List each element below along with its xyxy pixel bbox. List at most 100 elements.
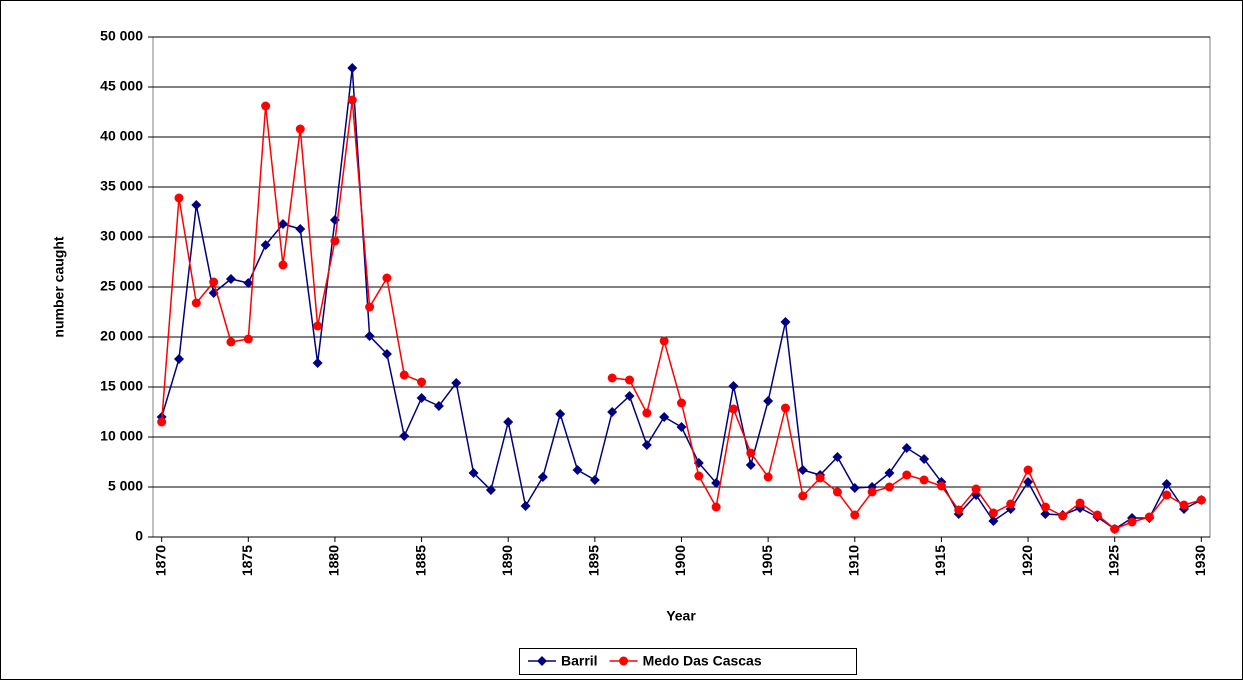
data-point — [295, 224, 306, 234]
data-point — [919, 475, 929, 485]
data-point — [174, 193, 184, 203]
y-tick-label: 5 000 — [108, 478, 143, 494]
data-point — [537, 472, 548, 482]
data-point — [642, 408, 652, 418]
data-point — [313, 321, 323, 331]
data-point — [365, 302, 375, 312]
data-point — [797, 465, 808, 475]
legend-label: Medo Das Cascas — [643, 653, 762, 669]
data-point — [677, 398, 686, 408]
legend-marker — [619, 656, 629, 666]
data-point — [884, 482, 894, 492]
y-tick-label: 10 000 — [100, 428, 143, 444]
data-point — [226, 337, 236, 347]
data-point — [451, 378, 462, 388]
x-tick-label: 1905 — [759, 545, 775, 576]
data-point — [261, 101, 271, 111]
data-point — [1023, 477, 1034, 487]
y-tick-label: 25 000 — [100, 278, 143, 294]
x-tick-label: 1920 — [1019, 545, 1035, 576]
data-point — [884, 468, 895, 478]
x-tick-label: 1895 — [586, 545, 602, 576]
data-point — [277, 219, 288, 229]
data-point — [971, 484, 981, 494]
y-tick-label: 20 000 — [100, 328, 143, 344]
data-point — [260, 240, 271, 250]
data-point — [850, 510, 860, 520]
data-point — [416, 393, 427, 403]
data-point — [1023, 465, 1033, 475]
data-point — [1161, 479, 1172, 489]
data-point — [382, 273, 392, 283]
data-point — [1162, 490, 1172, 500]
x-axis-title: Year — [666, 608, 696, 624]
data-point — [1040, 502, 1050, 512]
data-point — [901, 443, 912, 453]
y-tick-label: 40 000 — [100, 128, 143, 144]
data-point — [832, 487, 842, 497]
data-point — [225, 274, 236, 284]
data-point — [399, 431, 410, 441]
data-point — [1110, 524, 1120, 534]
x-tick-label: 1925 — [1105, 545, 1121, 576]
y-tick-label: 50 000 — [100, 28, 143, 44]
data-point — [1179, 500, 1189, 510]
data-point — [780, 403, 790, 413]
data-point — [330, 236, 340, 246]
y-tick-label: 0 — [135, 528, 143, 544]
data-point — [520, 501, 531, 511]
data-point — [503, 417, 514, 427]
data-point — [364, 331, 375, 341]
legend-label: Barril — [561, 653, 598, 669]
data-point — [659, 336, 669, 346]
data-point — [936, 481, 946, 491]
data-point — [624, 391, 635, 401]
data-point — [485, 485, 496, 495]
legend — [519, 648, 857, 675]
data-point — [347, 63, 358, 73]
data-point — [625, 375, 635, 385]
data-point — [711, 478, 722, 488]
legend-marker — [537, 656, 547, 666]
data-point — [1006, 499, 1016, 509]
data-point — [173, 354, 184, 364]
data-point — [607, 407, 618, 417]
x-tick-label: 1870 — [152, 545, 168, 576]
data-point — [243, 278, 254, 288]
y-axis-title: number caught — [51, 236, 67, 337]
data-point — [832, 452, 843, 462]
x-tick-label: 1900 — [672, 545, 688, 576]
data-point — [780, 317, 791, 327]
y-tick-label: 35 000 — [100, 178, 143, 194]
data-point — [243, 334, 253, 344]
data-point — [988, 516, 999, 526]
x-tick-label: 1885 — [412, 545, 428, 576]
data-point — [572, 465, 583, 475]
x-tick-label: 1875 — [239, 545, 255, 576]
data-point — [347, 95, 357, 105]
data-point — [1196, 495, 1206, 505]
data-point — [815, 473, 825, 483]
data-point — [1144, 512, 1154, 522]
data-point — [1127, 517, 1137, 527]
y-tick-label: 30 000 — [100, 228, 143, 244]
data-point — [191, 298, 201, 308]
x-tick-label: 1880 — [326, 545, 342, 576]
data-point — [399, 370, 409, 380]
data-point — [728, 381, 739, 391]
x-tick-label: 1910 — [845, 545, 861, 576]
data-point — [711, 502, 721, 512]
data-point — [381, 349, 392, 359]
data-point — [589, 475, 600, 485]
data-point — [433, 401, 444, 411]
data-point — [763, 472, 773, 482]
data-point — [919, 454, 930, 464]
data-point — [659, 412, 670, 422]
data-point — [417, 377, 427, 387]
y-tick-label: 15 000 — [100, 378, 143, 394]
x-tick-label: 1930 — [1192, 545, 1208, 576]
data-point — [694, 471, 704, 481]
data-point — [849, 483, 860, 493]
data-point — [191, 200, 202, 210]
